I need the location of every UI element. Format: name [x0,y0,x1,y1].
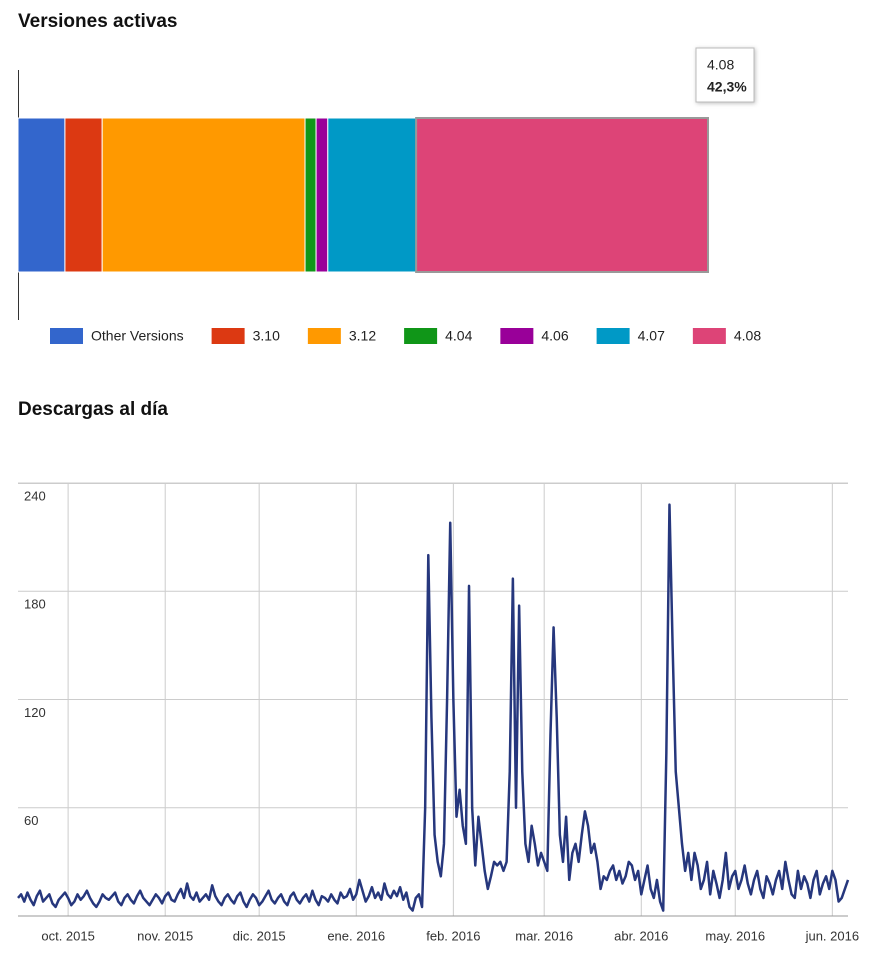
tooltip-value: 42,3% [707,79,747,95]
x-tick-label: mar. 2016 [515,928,573,943]
legend-label: Other Versions [91,328,184,344]
bar-segment [415,117,709,273]
bar-segment [327,117,417,273]
tooltip-name: 4.08 [707,57,734,73]
legend-swatch [692,328,726,344]
bar-segment [315,117,329,273]
y-tick-label: 120 [24,705,46,720]
x-tick-label: ene. 2016 [327,928,385,943]
x-tick-label: oct. 2015 [41,928,95,943]
bar-segment [101,117,306,273]
bar-segment [304,117,317,273]
x-tick-label: nov. 2015 [137,928,193,943]
y-tick-label: 60 [24,813,38,828]
legend-swatch [596,328,630,344]
y-tick-label: 240 [24,488,46,503]
legend-label: 4.08 [734,328,761,344]
x-tick-label: may. 2016 [705,928,765,943]
legend-swatch [211,328,245,344]
legend-swatch [404,328,438,344]
legend-label: 4.06 [541,328,568,344]
y-tick-label: 180 [24,597,46,612]
legend-swatch [50,328,83,344]
tooltip-box [695,47,755,103]
chart-title: Versiones activas [18,11,178,32]
legend-label: 3.10 [253,328,280,344]
legend-swatch [500,328,534,344]
bar-segment [64,117,103,273]
x-tick-label: feb. 2016 [426,928,480,943]
bar-segment [17,117,66,273]
legend-label: 3.12 [349,328,376,344]
x-tick-label: abr. 2016 [614,928,668,943]
legend-label: 4.07 [638,328,665,344]
legend-swatch [307,328,341,344]
chart-title: Descargas al día [18,399,168,420]
x-tick-label: dic. 2015 [233,928,286,943]
x-tick-label: jun. 2016 [805,928,860,943]
legend-label: 4.04 [445,328,472,344]
line-series [17,503,850,912]
